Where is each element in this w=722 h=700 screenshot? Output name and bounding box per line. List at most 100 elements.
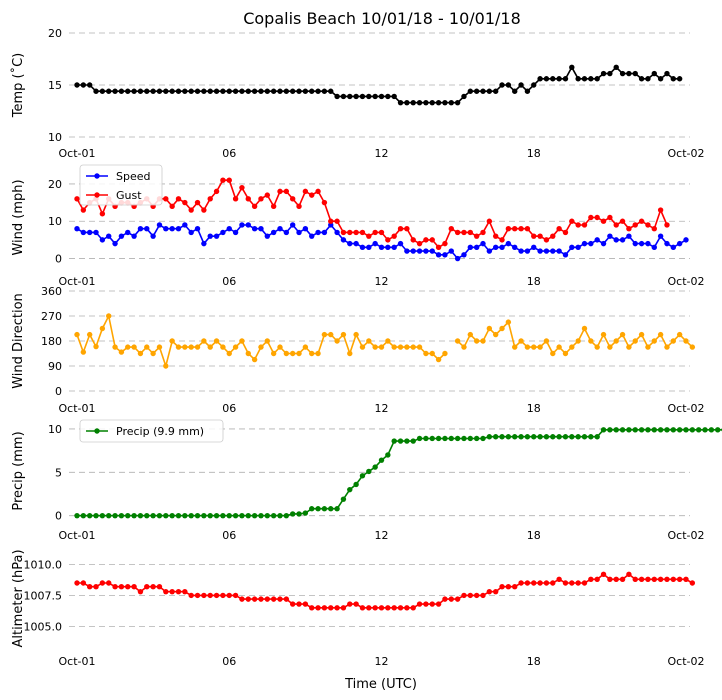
temp-data-point-temp — [118, 88, 125, 94]
wind-data-point-speed — [664, 240, 670, 247]
wind-xtick-label: Oct-01 — [59, 275, 96, 288]
dir-ytick-label: 0 — [55, 385, 62, 398]
temp-data-point-temp — [137, 88, 144, 94]
wind-data-point-gust — [416, 240, 423, 247]
alt-data-point-altimeter — [404, 605, 410, 611]
precip-data-point-precip — [581, 434, 588, 440]
alt-data-point-altimeter — [550, 580, 556, 586]
temp-data-point-temp — [232, 88, 239, 94]
temp-data-point-temp — [207, 88, 213, 94]
dir-data-point-direction — [575, 338, 581, 344]
wind-xtick-label: 18 — [527, 275, 541, 288]
temp-data-point-temp — [505, 82, 512, 88]
precip-data-point-precip — [492, 434, 499, 440]
wind-data-point-speed — [220, 229, 226, 236]
precip-y-axis-label: Precip (mm) — [11, 431, 26, 510]
temp-data-point-temp — [220, 88, 226, 94]
precip-data-point-precip — [194, 512, 201, 519]
dir-data-point-direction — [442, 350, 448, 357]
wind-data-point-gust — [175, 196, 182, 202]
dir-data-point-direction — [340, 331, 347, 338]
dir-data-point-direction — [359, 344, 366, 350]
wind-data-point-speed — [429, 248, 435, 254]
wind-data-point-speed — [182, 222, 188, 228]
wind-data-point-speed — [613, 237, 619, 243]
wind-data-point-gust — [226, 177, 232, 183]
wind-data-point-speed — [645, 240, 651, 247]
precip-data-point-precip — [410, 438, 416, 444]
precip-data-point-precip — [93, 512, 99, 519]
precip-data-point-precip — [448, 435, 454, 442]
precip-data-point-precip — [283, 512, 290, 519]
precip-data-point-precip — [613, 427, 619, 433]
dir-data-point-direction — [670, 338, 677, 344]
dir-data-point-direction — [156, 344, 163, 350]
dir-data-point-direction — [512, 344, 518, 350]
dir-data-point-direction — [220, 344, 226, 350]
dir-data-point-direction — [410, 344, 416, 350]
wind-data-point-gust — [556, 225, 562, 232]
wind-data-point-speed — [531, 244, 537, 251]
alt-data-point-altimeter — [613, 576, 619, 582]
wind-data-point-speed — [207, 233, 213, 239]
wind-data-point-gust — [664, 222, 670, 228]
dir-data-point-direction — [258, 344, 264, 350]
wind-data-point-gust — [188, 207, 194, 213]
temp-data-point-temp — [144, 88, 150, 94]
wind-data-point-gust — [283, 188, 290, 195]
wind-legend: Speed Gust — [79, 164, 163, 206]
temp-ytick-label: 15 — [48, 79, 62, 92]
temp-data-point-temp — [385, 93, 391, 100]
dir-data-point-direction — [676, 331, 683, 338]
wind-data-point-speed — [258, 225, 264, 232]
temp-data-point-temp — [645, 76, 651, 82]
alt-data-point-altimeter — [302, 601, 309, 607]
wind-data-point-gust — [340, 229, 347, 236]
alt-data-point-altimeter — [334, 605, 340, 611]
precip-data-point-precip — [442, 435, 448, 442]
wind-data-point-speed — [251, 225, 258, 232]
temp-data-point-temp — [638, 76, 645, 82]
alt-data-point-altimeter — [74, 580, 80, 586]
wind-data-point-gust — [638, 218, 645, 224]
dir-data-point-direction — [182, 344, 188, 350]
alt-data-point-altimeter — [144, 584, 150, 590]
precip-data-point-precip — [518, 434, 524, 440]
temp-data-point-temp — [226, 88, 232, 94]
dir-xtick-label: 18 — [527, 402, 541, 415]
alt-data-point-altimeter — [353, 601, 359, 607]
wind-data-point-speed — [232, 229, 239, 236]
temp-y-axis-label: Temp (˚C) — [10, 53, 26, 119]
wind-data-point-gust — [461, 229, 467, 236]
alt-data-point-altimeter — [689, 580, 696, 586]
temp-data-point-temp — [86, 82, 93, 88]
wind-data-point-speed — [372, 240, 378, 247]
precip-data-point-precip — [258, 512, 264, 519]
wind-data-point-gust — [264, 192, 271, 198]
wind-data-point-gust — [309, 192, 315, 198]
temp-data-point-temp — [550, 76, 556, 82]
alt-data-point-altimeter — [258, 596, 264, 602]
wind-data-point-gust — [232, 196, 239, 202]
precip-data-point-precip — [454, 435, 461, 442]
wind-data-point-speed — [296, 229, 302, 236]
dir-ytick-label: 90 — [48, 360, 62, 373]
wind-data-point-gust — [575, 222, 581, 228]
dir-data-point-direction — [524, 344, 531, 350]
precip-data-point-precip — [531, 434, 537, 440]
temp-data-point-temp — [499, 82, 505, 88]
wind-data-point-gust — [569, 218, 575, 224]
x-axis-label: Time (UTC) — [344, 677, 417, 692]
alt-data-point-altimeter — [657, 576, 664, 582]
wind-xtick-label: 06 — [222, 275, 236, 288]
dir-xtick-label: 06 — [222, 402, 236, 415]
temp-data-point-temp — [626, 70, 632, 77]
wind-data-point-gust — [505, 225, 512, 232]
wind-data-point-gust — [277, 188, 283, 195]
dir-data-point-direction — [638, 331, 645, 338]
dir-data-point-direction — [239, 338, 245, 344]
alt-data-point-altimeter — [569, 580, 575, 586]
precip-data-point-precip — [512, 434, 518, 440]
precip-data-point-precip — [131, 512, 137, 519]
dir-data-point-direction — [106, 313, 112, 319]
